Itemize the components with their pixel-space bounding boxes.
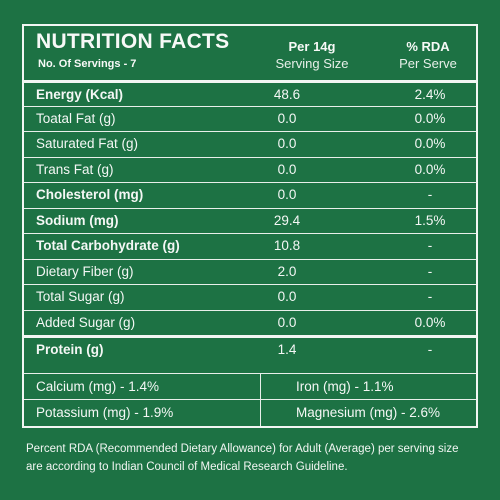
per-serving-value: 0.0 — [277, 314, 297, 330]
rda-value: - — [427, 263, 433, 279]
table-row: Added Sugar (g) 0.0 0.0% — [24, 309, 476, 336]
rda-value: 0.0% — [414, 161, 446, 177]
table-row: Trans Fat (g) 0.0 0.0% — [24, 156, 476, 183]
per-serving-value: 10.8 — [273, 238, 301, 253]
table-row: Potassium (mg) - 1.9% Magnesium (mg) - 2… — [24, 399, 476, 425]
rda-value: 0.0% — [414, 110, 446, 126]
rda-header-line1: % RDA — [406, 39, 450, 54]
table-row: Calcium (mg) - 1.4% Iron (mg) - 1.1% — [24, 373, 476, 399]
table-row: Total Carbohydrate (g) 10.8 - — [24, 233, 476, 259]
rda-header: % RDA Per Serve — [378, 38, 478, 72]
nutrient-name: Cholesterol (mg) — [36, 187, 144, 202]
nutrient-rows: Energy (Kcal) 48.6 2.4% Toatal Fat (g) 0… — [24, 80, 476, 361]
table-frame — [22, 24, 478, 428]
per-serving-value: 0.0 — [277, 136, 297, 151]
rda-value: 0.0% — [414, 314, 446, 330]
per-serving-value: 29.4 — [273, 212, 301, 228]
nutrient-name: Total Sugar (g) — [36, 289, 125, 304]
per-serving-header-line1: Per 14g — [288, 39, 336, 54]
nutrient-name: Sodium (mg) — [36, 212, 119, 228]
per-serving-value: 1.4 — [277, 342, 297, 357]
servings-label: No. Of Servings - 7 — [38, 58, 137, 70]
per-serving-header-line2: Serving Size — [275, 56, 349, 71]
per-serving-value: 0.0 — [277, 110, 297, 126]
per-serving-value: 0.0 — [277, 187, 297, 202]
table-row: Cholesterol (mg) 0.0 - — [24, 182, 476, 208]
table-row: Total Sugar (g) 0.0 - — [24, 284, 476, 310]
rda-value: 2.4% — [414, 87, 446, 102]
column-divider — [260, 373, 261, 426]
nutrient-name: Dietary Fiber (g) — [36, 263, 134, 279]
panel-title: NUTRITION FACTS — [36, 30, 230, 53]
per-serving-value: 48.6 — [273, 87, 301, 102]
nutrient-name: Energy (Kcal) — [36, 87, 124, 102]
table-row: Protein (g) 1.4 - — [24, 335, 476, 361]
potassium-value: Potassium (mg) - 1.9% — [36, 405, 174, 420]
nutrient-name: Protein (g) — [36, 342, 104, 357]
rda-header-line2: Per Serve — [399, 56, 457, 71]
rda-value: - — [427, 289, 433, 304]
per-serving-value: 0.0 — [277, 289, 297, 304]
table-row: Saturated Fat (g) 0.0 0.0% — [24, 131, 476, 157]
mineral-rows: Calcium (mg) - 1.4% Iron (mg) - 1.1% Pot… — [24, 373, 476, 425]
rda-value: - — [427, 187, 433, 202]
nutrient-name: Total Carbohydrate (g) — [36, 238, 180, 253]
nutrient-name: Saturated Fat (g) — [36, 136, 139, 151]
rda-value: - — [427, 238, 433, 253]
per-serving-value: 2.0 — [277, 263, 297, 279]
calcium-value: Calcium (mg) - 1.4% — [36, 379, 160, 394]
per-serving-value: 0.0 — [277, 161, 297, 177]
nutrient-name: Added Sugar (g) — [36, 314, 136, 330]
nutrient-name: Toatal Fat (g) — [36, 110, 116, 126]
rda-footnote: Percent RDA (Recommended Dietary Allowan… — [26, 443, 459, 473]
per-serving-header: Per 14g Serving Size — [252, 38, 372, 72]
rda-value: - — [427, 342, 433, 357]
table-row: Toatal Fat (g) 0.0 0.0% — [24, 105, 476, 132]
table-row: Sodium (mg) 29.4 1.5% — [24, 207, 476, 234]
magnesium-value: Magnesium (mg) - 2.6% — [296, 405, 441, 420]
iron-value: Iron (mg) - 1.1% — [296, 379, 394, 394]
rda-value: 0.0% — [414, 136, 446, 151]
table-row: Energy (Kcal) 48.6 2.4% — [24, 80, 476, 106]
table-row: Dietary Fiber (g) 2.0 - — [24, 258, 476, 285]
nutrient-name: Trans Fat (g) — [36, 161, 114, 177]
rda-value: 1.5% — [414, 212, 446, 228]
